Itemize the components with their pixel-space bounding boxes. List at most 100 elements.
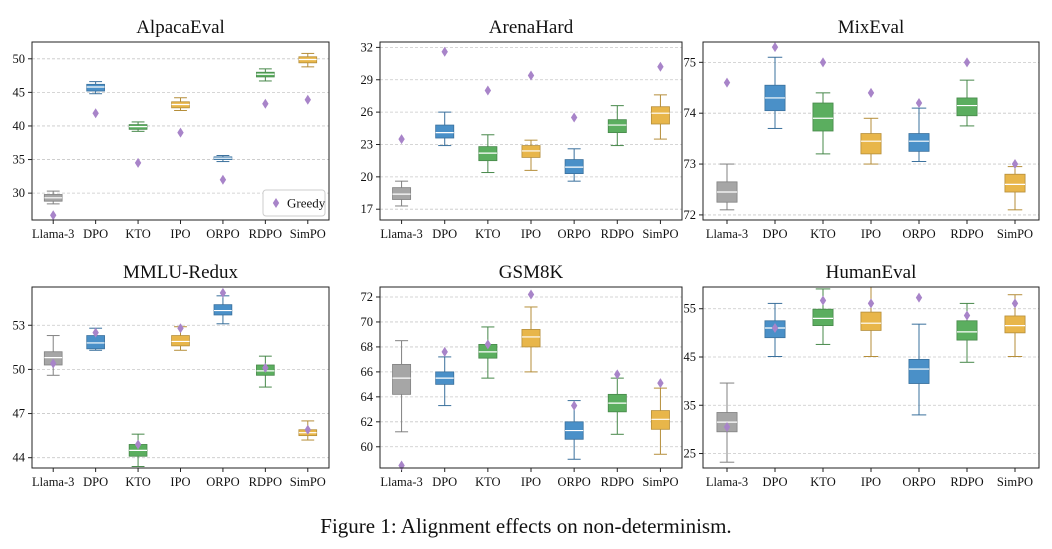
greedy-marker [771, 323, 779, 334]
box-orpo [213, 295, 233, 325]
box-orpo [213, 155, 233, 163]
x-tick-label: SimPO [642, 227, 678, 241]
greedy-marker [262, 362, 269, 373]
greedy-marker [771, 42, 779, 53]
chart-title: ArenaHard [489, 17, 574, 38]
y-tick-label: 72 [684, 208, 697, 222]
box-rdpo [956, 302, 978, 363]
greedy-marker [819, 57, 827, 68]
box-kto [128, 433, 148, 468]
chart-panel-4: GSM8K 60 62 64 66 68 70 72 Llama-3 DPO KTO IPO ORPO R… [361, 262, 683, 489]
greedy-marker [570, 112, 578, 123]
greedy-marker [50, 210, 57, 221]
box-body [213, 304, 233, 316]
greedy-marker [441, 346, 448, 357]
box-llama-3 [716, 163, 738, 211]
greedy-marker [134, 157, 142, 168]
chart-panel-5: HumanEval 25 35 45 55 Llama-3 DPO KTO IPO ORPO RDP… [684, 262, 1040, 489]
box-body [860, 133, 882, 155]
box-ipo [171, 97, 190, 112]
x-tick-label: IPO [170, 227, 190, 241]
x-tick-label: RDPO [249, 475, 282, 489]
y-tick-label: 29 [361, 73, 374, 87]
box-ipo [521, 306, 541, 373]
x-tick-label: RDPO [950, 227, 983, 241]
box-simpo [1004, 166, 1026, 211]
box-body [956, 97, 978, 117]
greedy-marker [398, 460, 405, 471]
chart-title: GSM8K [499, 262, 564, 283]
box-rdpo [956, 79, 978, 127]
panel-frame [379, 41, 683, 221]
box-llama-3 [43, 190, 63, 205]
greedy-marker [915, 98, 923, 109]
x-tick-label: IPO [170, 475, 190, 489]
box-orpo [908, 107, 930, 163]
box-simpo [650, 387, 670, 455]
y-tick-label: 17 [361, 202, 374, 216]
greedy-marker [570, 400, 578, 411]
x-tick-label: DPO [83, 475, 108, 489]
box-ipo [521, 139, 541, 171]
y-tick-label: 50 [13, 362, 26, 376]
y-tick-label: 68 [361, 340, 374, 354]
greedy-marker [484, 85, 492, 96]
figure-caption: Figure 1: Alignment effects on non-deter… [320, 514, 732, 538]
x-tick-label: SimPO [997, 227, 1033, 241]
y-tick-label: 62 [361, 415, 374, 429]
box-body [956, 320, 978, 341]
y-tick-label: 75 [684, 55, 697, 69]
chart-title: MMLU-Redux [123, 262, 239, 283]
x-tick-label: KTO [475, 227, 500, 241]
y-tick-label: 32 [361, 40, 374, 54]
x-tick-label: IPO [861, 475, 881, 489]
greedy-marker [134, 439, 142, 450]
chart-title: HumanEval [826, 262, 917, 283]
chart-title: AlpacaEval [136, 17, 225, 38]
box-ipo [860, 286, 882, 358]
x-tick-label: ORPO [206, 227, 239, 241]
box-llama-3 [392, 180, 412, 207]
greedy-marker [262, 98, 269, 109]
greedy-marker [963, 310, 971, 321]
box-dpo [435, 111, 455, 147]
y-tick-label: 45 [684, 350, 697, 364]
greedy-marker [1011, 298, 1019, 309]
box-body [1004, 315, 1026, 334]
y-tick-label: 35 [13, 153, 26, 167]
x-tick-label: IPO [521, 227, 541, 241]
panel-frame [702, 41, 1040, 221]
x-tick-label: SimPO [290, 227, 326, 241]
box-rdpo [256, 68, 275, 82]
chart-title: MixEval [838, 17, 905, 38]
x-tick-label: Llama-3 [706, 475, 748, 489]
x-tick-label: SimPO [642, 475, 678, 489]
x-tick-label: Llama-3 [32, 475, 74, 489]
box-llama-3 [392, 340, 412, 433]
x-tick-label: SimPO [290, 475, 326, 489]
x-tick-label: KTO [125, 227, 150, 241]
y-tick-label: 47 [13, 407, 26, 421]
greedy-marker [50, 358, 57, 369]
x-tick-label: Llama-3 [380, 475, 422, 489]
greedy-marker [304, 94, 311, 105]
x-tick-label: KTO [125, 475, 150, 489]
y-tick-label: 30 [13, 186, 26, 200]
greedy-marker [657, 378, 664, 389]
x-tick-label: RDPO [601, 227, 634, 241]
box-orpo [564, 148, 584, 182]
x-tick-label: SimPO [997, 475, 1033, 489]
x-tick-label: RDPO [950, 475, 983, 489]
y-tick-label: 44 [13, 451, 26, 465]
greedy-marker [963, 57, 971, 68]
y-tick-label: 55 [684, 302, 697, 316]
panel-frame [31, 286, 330, 469]
greedy-marker [614, 369, 621, 380]
y-tick-label: 72 [361, 290, 374, 304]
greedy-marker [723, 77, 731, 88]
x-tick-label: KTO [475, 475, 500, 489]
box-body [908, 358, 930, 384]
y-tick-label: 35 [684, 398, 697, 412]
greedy-marker [219, 174, 227, 185]
